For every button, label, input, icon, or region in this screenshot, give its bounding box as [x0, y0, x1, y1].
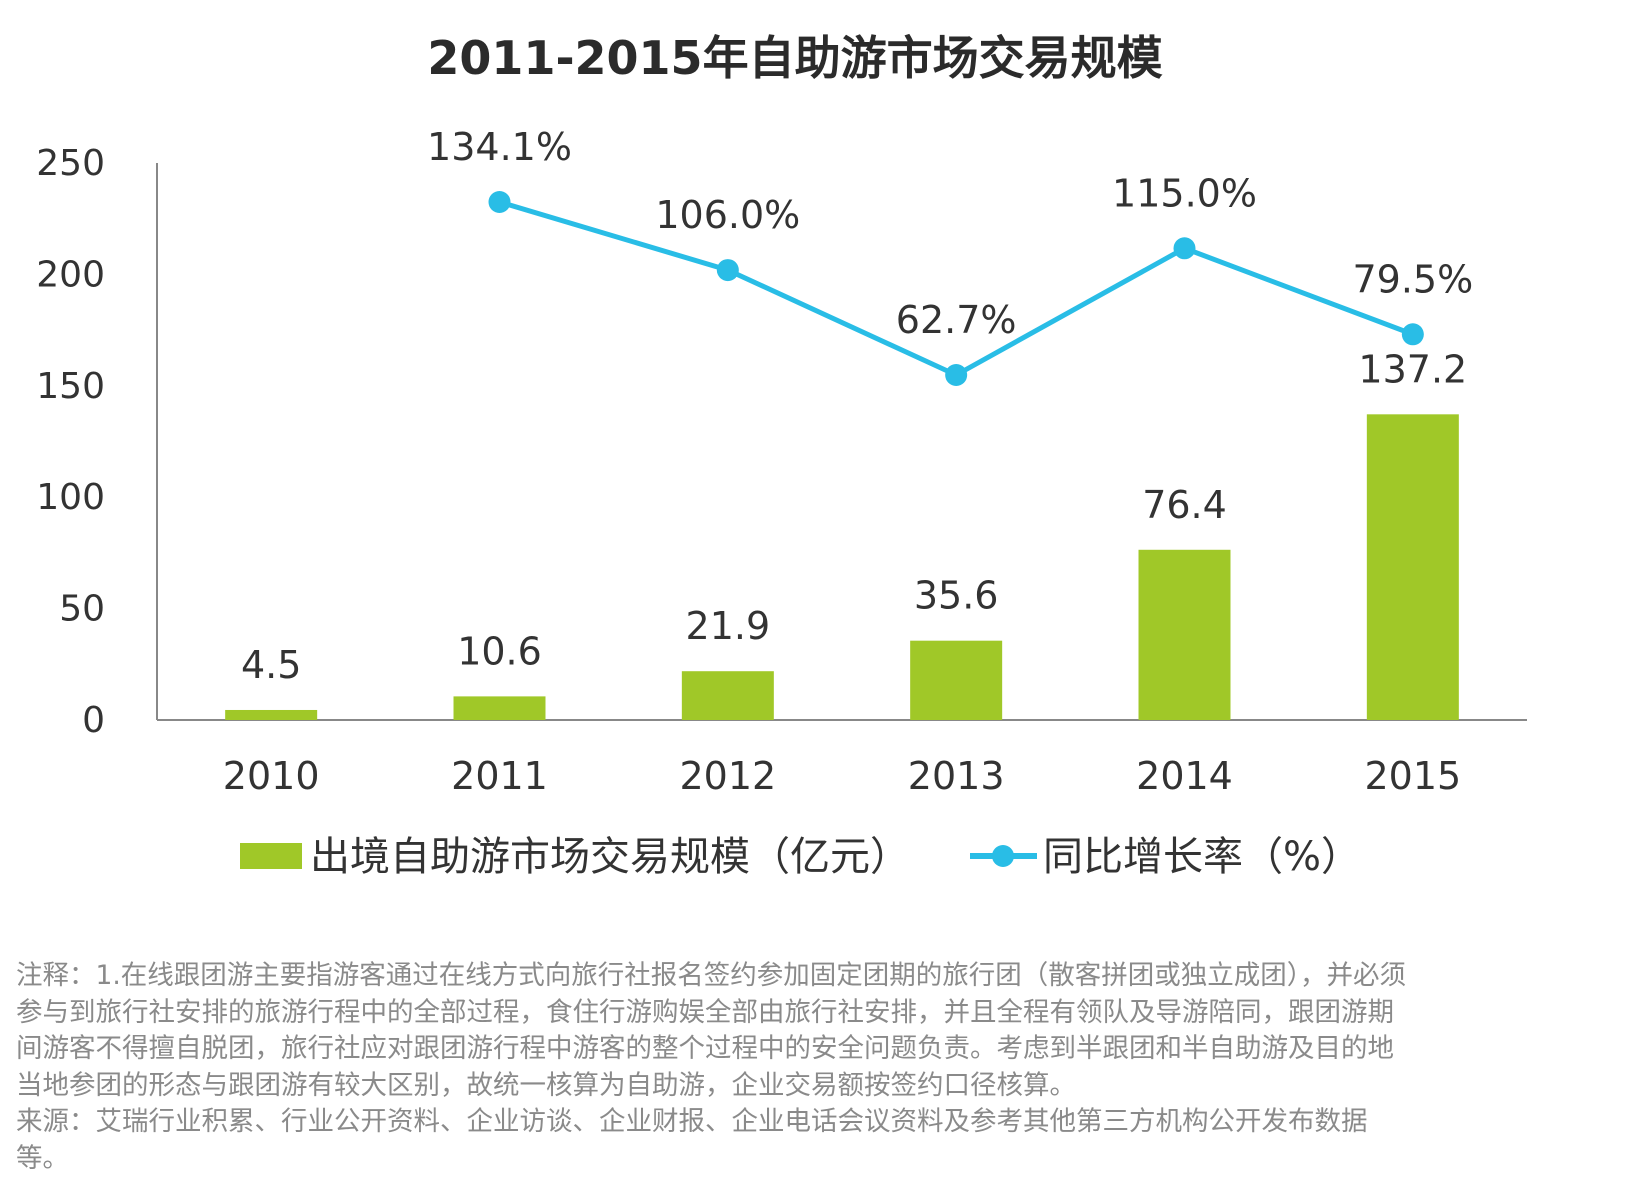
legend-bar-swatch: [240, 843, 302, 869]
y-tick-label: 250: [36, 143, 105, 184]
growth-point: [716, 259, 739, 282]
x-tick-label: 2013: [908, 754, 1005, 798]
legend: 出境自助游市场交易规模（亿元） 同比增长率（%）: [240, 834, 1361, 880]
bar: [225, 709, 318, 720]
growth-value-label: 115.0%: [1112, 171, 1257, 215]
growth-point: [945, 364, 968, 386]
growth-value-label: 62.7%: [896, 298, 1017, 342]
bar: [1138, 549, 1231, 720]
growth-line: 134.1% 106.0% 62.7% 115.0% 79.5%: [427, 125, 1473, 386]
y-tick-label: 100: [36, 477, 105, 518]
x-tick-label: 2014: [1136, 754, 1233, 798]
note-line: 注释：1.在线跟团游主要指游客通过在线方式向旅行社报名签约参加固定团期的旅行团（…: [16, 960, 1407, 991]
note-line: 间游客不得擅自脱团，旅行社应对跟团游行程中游客的整个过程中的安全问题负责。考虑到…: [16, 1033, 1394, 1064]
bar-value-label: 10.6: [457, 629, 542, 673]
growth-point: [488, 191, 511, 213]
legend-bar-label: 出境自助游市场交易规模（亿元）: [310, 834, 910, 880]
growth-value-label: 134.1%: [427, 125, 572, 169]
growth-point: [1173, 237, 1196, 260]
note-line: 当地参团的形态与跟团游有较大区别，故统一核算为自助游，企业交易额按签约口径核算。: [16, 1069, 1076, 1101]
bar: [681, 671, 774, 720]
footnotes: 注释：1.在线跟团游主要指游客通过在线方式向旅行社报名签约参加固定团期的旅行团（…: [16, 958, 1641, 1177]
chart: 2011-2015年自助游市场交易规模 0 50 100 150 200 250 2010 2…: [36, 31, 1527, 880]
bar-value-label: 21.9: [686, 604, 771, 648]
bar: [453, 696, 546, 720]
growth-point: [1401, 323, 1424, 346]
legend-line-marker: [992, 845, 1014, 867]
bar: [1366, 414, 1459, 720]
y-tick-label: 150: [36, 366, 105, 407]
source-line: 来源：艾瑞行业积累、行业公开资料、企业访谈、企业财报、企业电话会议资料及参考其他…: [16, 1106, 1368, 1137]
growth-value-label: 106.0%: [655, 193, 800, 237]
bar-value-label: 35.6: [914, 574, 999, 618]
legend-line-label: 同比增长率（%）: [1043, 834, 1361, 880]
y-tick-label: 200: [36, 254, 105, 295]
axes: 0 50 100 150 200 250 2010 2011 2012 2013 2014 2015: [36, 143, 1527, 798]
x-tick-label: 2012: [679, 754, 776, 798]
chart-title: 2011-2015年自助游市场交易规模: [427, 31, 1162, 85]
bar-value-label: 4.5: [241, 643, 301, 687]
note-line: 参与到旅行社安排的旅游行程中的全部过程，食住行游购娱全部由旅行社安排，并且全程有…: [16, 996, 1394, 1028]
bar-value-label: 137.2: [1358, 347, 1467, 391]
bars: 4.5 10.6 21.9 35.6 76.4 137.2: [225, 347, 1467, 720]
bar-value-label: 76.4: [1142, 483, 1227, 527]
x-tick-label: 2015: [1364, 754, 1461, 798]
x-tick-label: 2010: [223, 754, 320, 798]
source-line: 等。: [16, 1142, 69, 1174]
y-tick-label: 50: [59, 589, 105, 630]
growth-value-label: 79.5%: [1352, 257, 1473, 301]
y-tick-label: 0: [82, 700, 105, 741]
bar: [910, 640, 1003, 720]
x-tick-label: 2011: [451, 754, 548, 798]
growth-line-path: [498, 199, 1414, 378]
